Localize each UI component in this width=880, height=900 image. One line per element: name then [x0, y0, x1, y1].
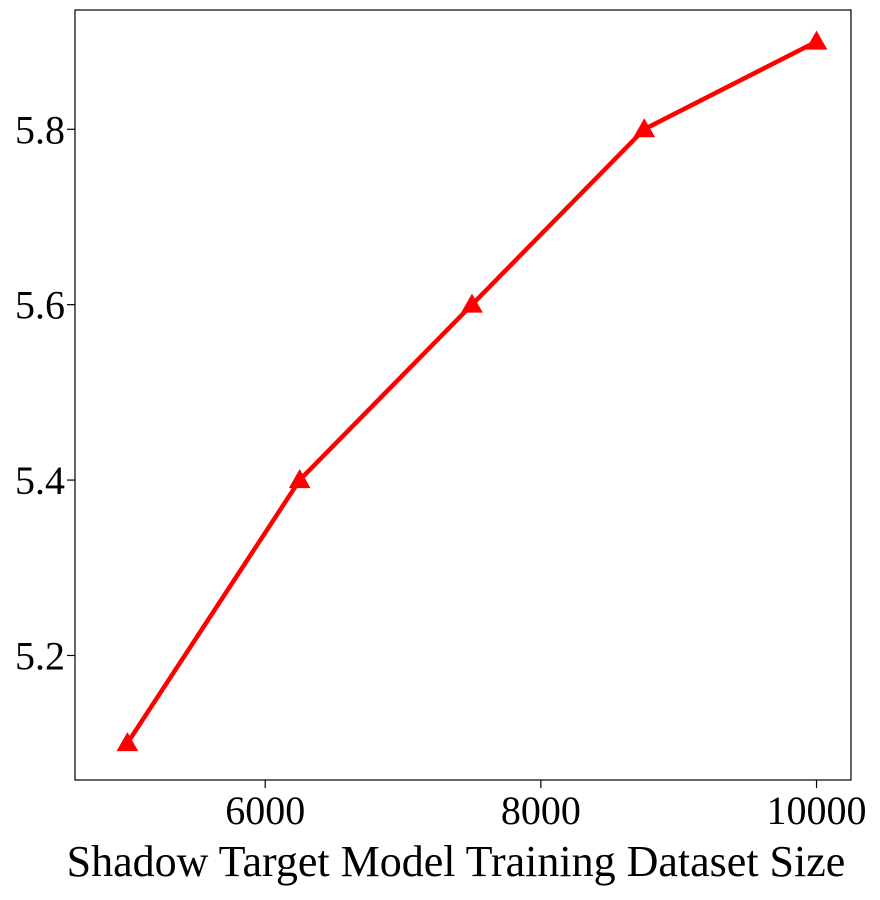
- y-tick-label: 5.2: [15, 633, 65, 678]
- y-tick-label: 5.8: [15, 107, 65, 152]
- data-point-triangle-marker: [288, 469, 311, 489]
- series-line: [125, 39, 819, 746]
- y-axis-ticks: 5.2 5.4 5.6 5.8: [15, 107, 75, 678]
- y-tick-label: 5.6: [15, 283, 65, 328]
- y-tick-label: 5.4: [15, 458, 65, 503]
- x-tick-label: 6000: [225, 788, 305, 833]
- data-point-triangle-marker: [633, 118, 656, 138]
- data-point-triangle-marker: [116, 732, 139, 752]
- plot-area-frame: [74, 9, 852, 781]
- series-layer: [116, 30, 828, 752]
- x-tick-label: 8000: [501, 788, 581, 833]
- data-point-triangle-marker: [805, 30, 828, 50]
- x-axis-label: Shadow Target Model Training Dataset Siz…: [67, 837, 846, 886]
- data-point-triangle-marker: [461, 293, 483, 313]
- x-axis-ticks: 6000 8000 10000: [225, 780, 867, 833]
- x-tick-label: 10000: [767, 788, 867, 833]
